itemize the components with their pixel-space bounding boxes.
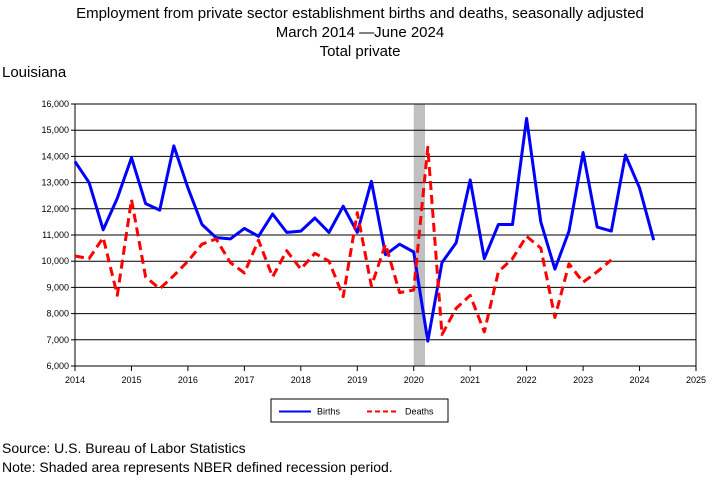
y-tick-label: 8,000 xyxy=(46,309,69,319)
x-tick-label: 2024 xyxy=(630,375,650,385)
series-line-births xyxy=(73,116,656,343)
series-line-deaths xyxy=(74,145,613,337)
y-tick-label: 10,000 xyxy=(41,256,69,266)
y-tick-label: 15,000 xyxy=(41,125,69,135)
x-tick-label: 2016 xyxy=(178,375,198,385)
x-tick-label: 2015 xyxy=(121,375,141,385)
chart-subtitle: March 2014 —June 2024 xyxy=(275,24,445,41)
legend-label-deaths: Deaths xyxy=(405,407,434,417)
y-tick-label: 13,000 xyxy=(41,178,69,188)
chart-subtitle-2: Total private xyxy=(319,43,401,60)
source-note: Source: U.S. Bureau of Labor Statistics xyxy=(2,440,246,456)
x-tick-label: 2023 xyxy=(573,375,593,385)
plot-frame xyxy=(74,103,697,367)
legend-label-births: Births xyxy=(317,407,341,417)
y-tick-label: 12,000 xyxy=(41,204,69,214)
x-tick-label: 2019 xyxy=(347,375,367,385)
y-tick-label: 11,000 xyxy=(42,230,69,240)
y-tick-label: 16,000 xyxy=(41,99,69,109)
legend-box xyxy=(270,398,449,423)
y-tick-label: 7,000 xyxy=(46,335,69,345)
y-tick-label: 14,000 xyxy=(41,151,69,161)
x-tick-label: 2018 xyxy=(291,375,311,385)
x-tick-label: 2020 xyxy=(404,375,424,385)
y-tick-label: 6,000 xyxy=(46,361,69,371)
x-tick-label: 2014 xyxy=(65,375,85,385)
y-tick-label: 9,000 xyxy=(46,282,69,292)
x-tick-label: 2021 xyxy=(460,375,480,385)
recession-note: Note: Shaded area represents NBER define… xyxy=(2,459,393,475)
x-tick-label: 2025 xyxy=(686,375,706,385)
region-label: Louisiana xyxy=(2,64,67,81)
x-tick-label: 2022 xyxy=(517,375,537,385)
x-tick-label: 2017 xyxy=(234,375,254,385)
chart-title: Employment from private sector establish… xyxy=(76,5,644,22)
